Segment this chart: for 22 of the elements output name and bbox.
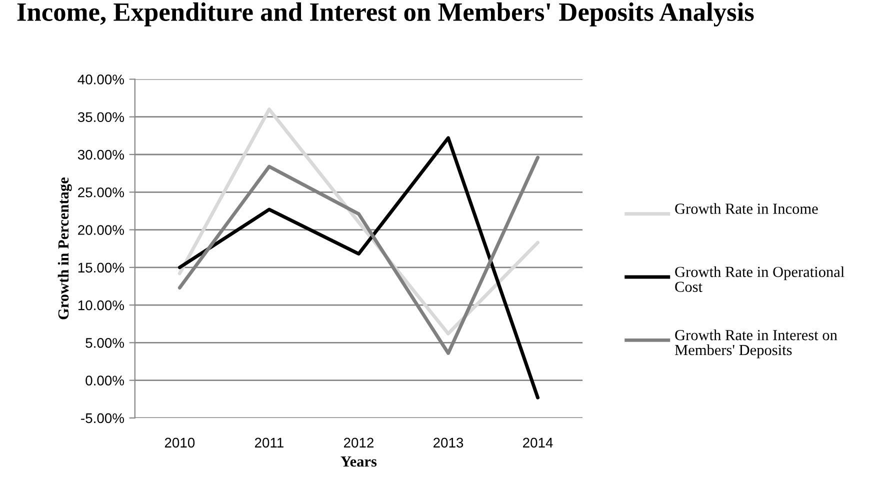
chart-title: Income, Expenditure and Interest on Members' Deposits Analysis: [17, 2, 754, 26]
legend-label: Growth Rate in Interest on Members' Deposits: [674, 330, 838, 358]
x-tick-label: 2012: [344, 438, 374, 448]
y-tick-label: 0.00%: [86, 376, 124, 386]
legend-label: Growth Rate in Income: [675, 203, 818, 214]
x-axis-title: Years: [340, 456, 377, 467]
x-tick-label: 2011: [254, 438, 284, 448]
y-tick-label: 15.00%: [78, 262, 124, 273]
y-tick-label: 40.00%: [78, 74, 124, 84]
y-tick-label: 25.00%: [78, 187, 124, 198]
x-tick-label: 2010: [164, 438, 195, 448]
x-tick-label: 2013: [434, 438, 464, 448]
y-tick-label: -5.00%: [81, 413, 124, 424]
legend-label: Growth Rate in Operational Cost: [675, 266, 844, 292]
line-series: [178, 136, 540, 400]
y-axis-title: Growth in Percentage: [58, 178, 72, 320]
y-tick-label: 20.00%: [78, 225, 124, 235]
x-tick-label: 2014: [523, 438, 553, 448]
y-tick-label: 5.00%: [86, 338, 124, 348]
y-tick-label: 10.00%: [78, 300, 124, 310]
y-tick-label: 30.00%: [78, 150, 124, 160]
y-tick-label: 35.00%: [78, 112, 124, 122]
